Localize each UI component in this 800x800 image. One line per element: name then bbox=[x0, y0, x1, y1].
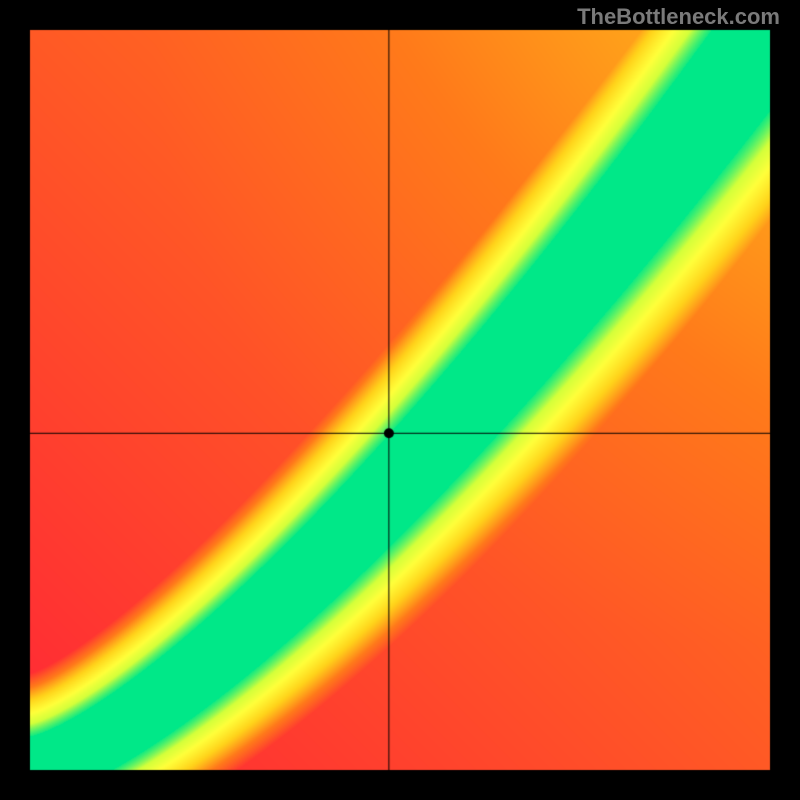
chart-container: TheBottleneck.com bbox=[0, 0, 800, 800]
bottleneck-heatmap bbox=[0, 0, 800, 800]
watermark-text: TheBottleneck.com bbox=[577, 4, 780, 30]
